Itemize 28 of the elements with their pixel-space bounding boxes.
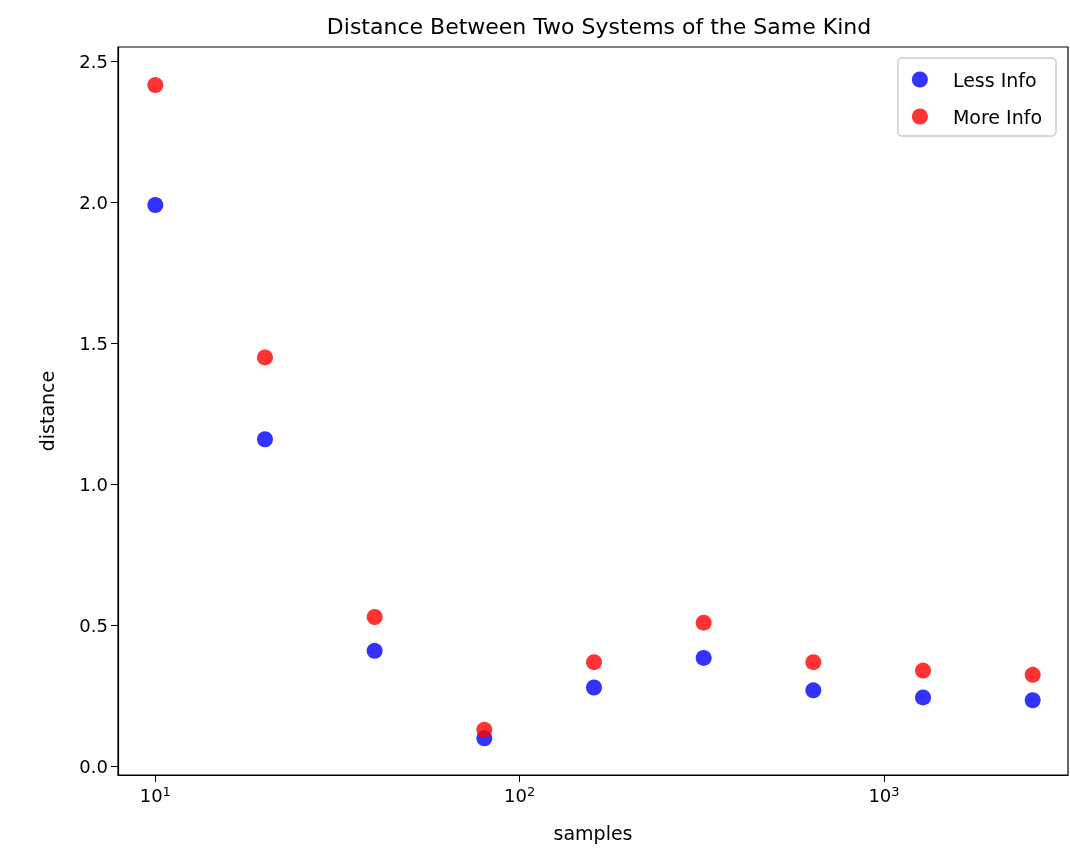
y-axis-title: distance [35, 370, 58, 452]
x-axis-title: samples [553, 821, 633, 844]
point [256, 431, 273, 448]
point [805, 654, 822, 671]
point [915, 689, 932, 706]
point [805, 682, 822, 699]
y-tick-label: 1.0 [79, 473, 108, 495]
point [586, 654, 602, 671]
y-tick-label: 2.5 [79, 50, 108, 72]
point [366, 608, 383, 625]
chart-title: Distance Between Two Systems of the Same Kind [326, 13, 872, 39]
y-tick-label: 0.0 [79, 756, 108, 778]
legend-label: More Info [952, 105, 1043, 128]
point [915, 662, 932, 679]
legend-label: Less Info [952, 68, 1037, 91]
point [147, 77, 164, 94]
y-tick-label: 2.0 [79, 191, 108, 213]
point [1024, 666, 1041, 683]
point [1024, 692, 1041, 709]
y-tick-label: 0.5 [79, 614, 108, 636]
point [695, 614, 712, 631]
point [476, 721, 493, 738]
point [695, 649, 712, 666]
point [586, 679, 602, 696]
point [366, 642, 383, 659]
point [256, 349, 273, 366]
point [147, 197, 164, 214]
y-tick-label: 1.5 [79, 332, 108, 354]
